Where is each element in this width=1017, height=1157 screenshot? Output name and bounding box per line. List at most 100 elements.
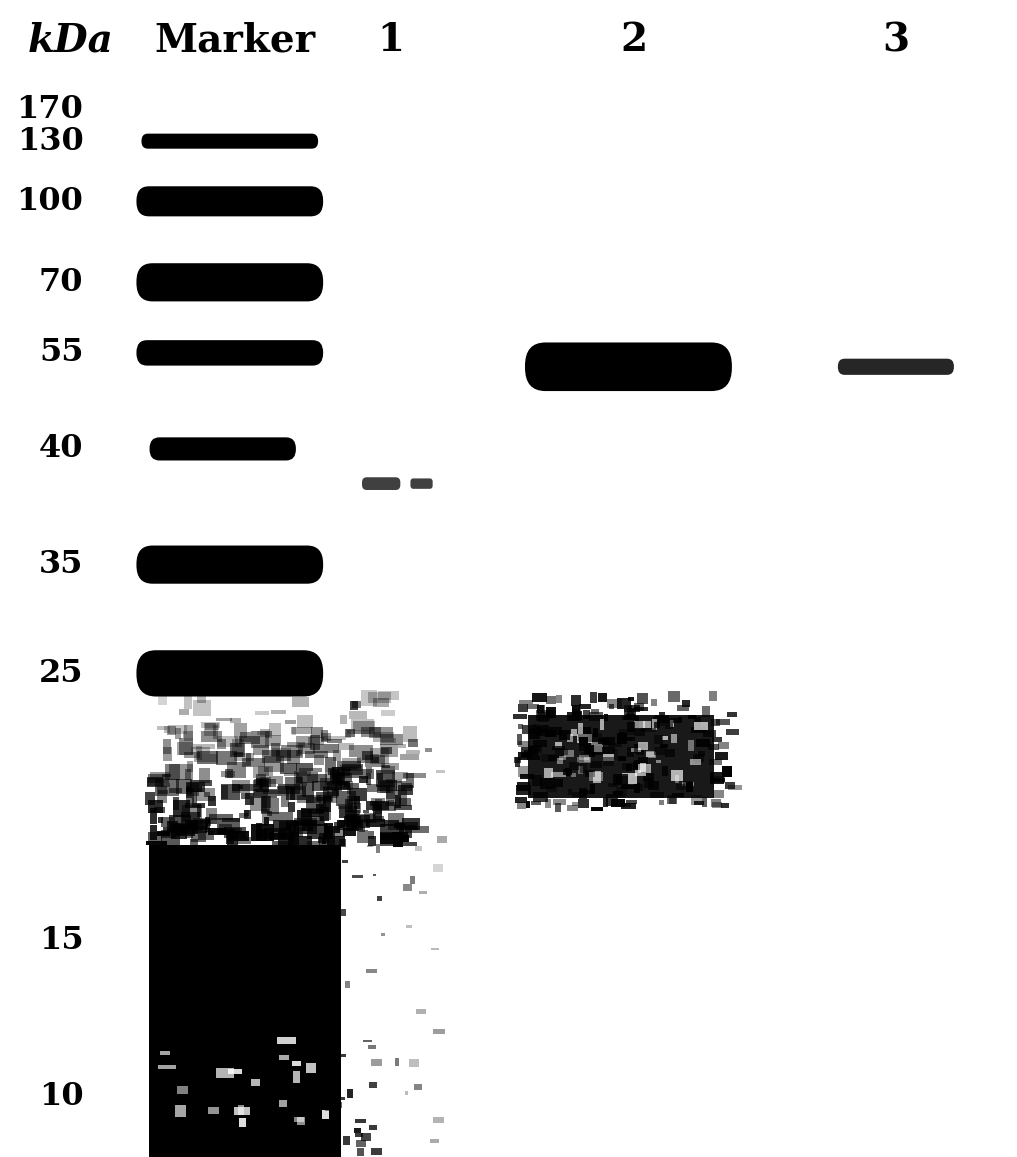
Bar (579, 788, 587, 799)
Bar (218, 828, 235, 833)
Bar (197, 751, 218, 764)
Bar (621, 784, 636, 789)
Bar (374, 816, 384, 821)
Bar (330, 769, 339, 778)
Bar (230, 718, 241, 723)
Bar (579, 754, 589, 760)
Bar (271, 710, 286, 715)
Bar (613, 749, 617, 760)
Bar (559, 730, 571, 740)
Bar (307, 819, 324, 826)
Bar (306, 796, 313, 803)
Bar (321, 730, 328, 742)
Bar (366, 783, 378, 793)
Bar (335, 1054, 347, 1057)
Bar (362, 1040, 372, 1042)
Bar (332, 776, 337, 783)
Bar (521, 746, 532, 757)
Bar (694, 722, 708, 730)
Bar (393, 832, 409, 842)
Bar (338, 804, 352, 810)
Bar (273, 820, 296, 832)
Bar (323, 796, 331, 812)
Bar (578, 727, 591, 734)
Bar (380, 766, 395, 774)
Bar (316, 804, 322, 813)
Bar (398, 784, 413, 795)
Bar (306, 841, 320, 847)
Bar (639, 757, 648, 765)
Bar (379, 744, 398, 757)
Bar (621, 762, 634, 771)
Bar (603, 797, 608, 806)
Bar (393, 834, 410, 842)
Bar (227, 761, 233, 779)
Bar (598, 693, 607, 701)
Bar (292, 697, 308, 707)
Bar (177, 743, 193, 756)
Bar (234, 723, 247, 738)
Bar (551, 772, 565, 776)
Text: 3: 3 (883, 22, 909, 59)
Bar (606, 795, 617, 805)
Bar (278, 784, 300, 794)
Bar (310, 735, 319, 750)
Bar (712, 802, 722, 808)
Bar (726, 729, 739, 735)
Bar (523, 725, 536, 734)
Bar (347, 813, 359, 831)
Bar (346, 810, 360, 820)
Bar (580, 743, 592, 751)
Bar (187, 821, 203, 832)
Bar (183, 731, 193, 738)
Bar (343, 764, 363, 775)
Bar (362, 810, 369, 813)
Bar (326, 837, 345, 846)
Bar (310, 727, 323, 738)
Bar (307, 774, 326, 781)
Bar (297, 827, 303, 837)
Bar (621, 803, 632, 806)
Bar (691, 795, 703, 805)
Bar (631, 747, 641, 752)
Bar (368, 1046, 376, 1048)
Bar (653, 716, 665, 725)
Bar (398, 842, 417, 846)
Bar (567, 789, 572, 795)
Bar (312, 781, 326, 791)
Bar (578, 798, 589, 809)
Bar (555, 803, 560, 812)
Bar (710, 776, 725, 783)
Bar (721, 803, 729, 808)
Bar (318, 802, 331, 819)
Bar (380, 824, 404, 840)
Bar (343, 827, 356, 835)
Bar (692, 727, 706, 734)
Bar (186, 782, 205, 793)
Bar (203, 791, 211, 797)
Bar (672, 793, 684, 797)
Bar (341, 765, 362, 772)
Bar (713, 778, 725, 781)
Bar (232, 738, 244, 756)
Bar (573, 802, 578, 806)
Bar (697, 739, 710, 747)
Bar (277, 786, 289, 796)
Bar (158, 831, 170, 835)
Bar (577, 712, 582, 721)
Text: 130: 130 (16, 126, 83, 156)
Bar (419, 891, 427, 894)
Bar (235, 738, 242, 746)
Bar (364, 813, 376, 823)
Bar (184, 693, 192, 709)
Bar (652, 720, 657, 730)
Bar (253, 789, 277, 797)
Bar (378, 691, 400, 700)
FancyBboxPatch shape (525, 342, 732, 391)
Bar (245, 793, 254, 804)
Bar (366, 819, 385, 826)
Bar (371, 1148, 381, 1156)
Bar (627, 722, 635, 731)
Bar (725, 782, 735, 789)
Bar (381, 710, 395, 715)
